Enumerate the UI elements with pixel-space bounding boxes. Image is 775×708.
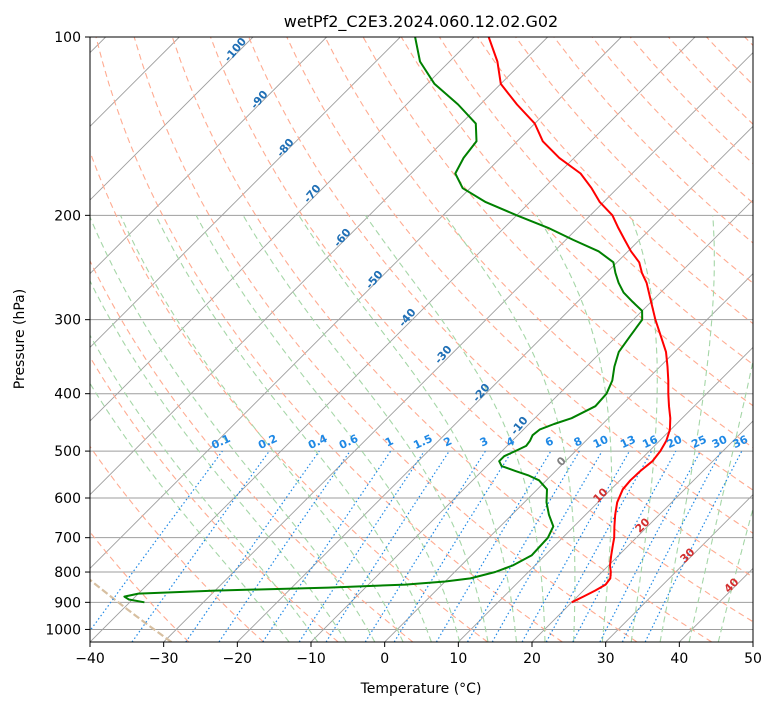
mixing-ratio-label: 25: [689, 433, 708, 451]
moist-adiabat-line: [298, 215, 518, 642]
x-tick-label: 10: [449, 651, 467, 667]
isotherm-line: [90, 37, 475, 422]
isotherm-line: [90, 37, 696, 642]
isotherm-line: [237, 125, 753, 642]
y-tick-label: 1000: [45, 622, 81, 638]
mixing-ratio-label: 36: [731, 433, 751, 451]
dry-adiabat-line: [209, 37, 753, 623]
x-tick-label: −40: [75, 651, 105, 667]
mixing-ratio-line: [185, 450, 320, 642]
y-tick-label: 800: [54, 565, 81, 581]
moist-adiabat-line: [155, 215, 432, 642]
y-tick-label: 200: [54, 208, 81, 224]
plot-frame: [89, 36, 754, 643]
moist-adiabat-line: [629, 215, 658, 642]
temperature-profile-line: [487, 37, 672, 604]
mixing-ratio-label: 30: [710, 433, 730, 451]
moist-adiabat-line: [119, 215, 404, 642]
y-tick-label: 400: [54, 387, 81, 403]
y-tick-label: 500: [54, 444, 81, 460]
dry-adiabat-line: [90, 356, 339, 642]
moist-adiabat-line: [364, 214, 546, 642]
moist-adiabat-line: [195, 215, 461, 642]
moist-adiabat-line: [90, 215, 376, 642]
mixing-ratio-label: 20: [665, 433, 685, 451]
dry-adiabat-line: [171, 37, 712, 642]
isotherm-line: [384, 273, 753, 642]
moist-adiabat-line: [242, 215, 489, 642]
x-tick-label: −30: [149, 651, 179, 667]
y-tick-label: 300: [54, 313, 81, 329]
dry-adiabat-line: [515, 37, 753, 284]
mixing-ratio-line: [545, 450, 653, 642]
mixing-ratio-label: 16: [640, 433, 660, 451]
isotherm-line: [90, 37, 548, 496]
mixing-ratio-line: [90, 450, 223, 632]
y-tick-label: 700: [54, 531, 81, 547]
x-tick-label: 40: [670, 651, 688, 667]
dry-adiabat-line: [286, 37, 753, 534]
x-tick-label: 20: [523, 651, 541, 667]
moist-adiabat-line: [659, 215, 715, 642]
isotherm-line: [90, 37, 327, 275]
x-tick-label: −10: [296, 651, 326, 667]
isotherm-line: [90, 37, 622, 569]
moist-adiabat-line: [536, 215, 613, 642]
y-tick-label: 900: [54, 595, 81, 611]
isotherm-line: [163, 52, 753, 642]
x-tick-label: 30: [597, 651, 615, 667]
mixing-ratio-line: [218, 450, 351, 642]
dewpoint-profile-line: [123, 37, 644, 604]
dry-adiabat-line: [324, 37, 753, 491]
axis-layer: −40 −30 −20 −10 0 10 20 30 40 50 100 200 300 400 500 60…: [45, 30, 762, 667]
x-tick-label: 50: [744, 651, 762, 667]
mixing-ratio-line: [131, 450, 270, 642]
dry-adiabat-line: [90, 259, 414, 642]
y-tick-label: 600: [54, 491, 81, 507]
x-axis-title: Temperature (°C): [360, 681, 482, 697]
isotherm-line: [458, 346, 753, 642]
isotherm-line: [90, 37, 254, 201]
mixing-ratio-label: 10: [591, 433, 611, 451]
grid-layer: [90, 37, 753, 642]
mixing-ratio-line: [572, 450, 677, 642]
dry-adiabat-line: [248, 37, 753, 578]
reference-curve: [90, 578, 173, 642]
mixing-ratio-label: 13: [618, 433, 637, 451]
mixing-ratio-line: [644, 450, 743, 642]
isotherm-line: [90, 37, 401, 348]
mixing-ratio-line: [325, 450, 450, 642]
moist-adiabat-line: [90, 382, 290, 642]
chart-title: wetPf2_C2E3.2024.060.12.02.G02: [284, 12, 558, 32]
mixing-ratio-line: [262, 450, 392, 642]
x-tick-label: 0: [380, 651, 389, 667]
mixing-ratio-line: [298, 450, 425, 642]
dry-adiabat-line: [95, 37, 563, 642]
mixing-ratio-line: [521, 450, 631, 642]
data-layer: [123, 37, 672, 604]
dry-adiabat-line: [90, 445, 264, 642]
y-axis-title: Pressure (hPa): [12, 289, 28, 389]
y-tick-label: 100: [54, 30, 81, 46]
x-tick-label: −20: [223, 651, 253, 667]
isotherm-line: [531, 420, 753, 642]
moist-adiabat-line: [90, 334, 319, 642]
moist-adiabat-line: [444, 214, 576, 642]
isotherm-line: [605, 494, 753, 642]
mixing-ratio-line: [393, 450, 513, 642]
